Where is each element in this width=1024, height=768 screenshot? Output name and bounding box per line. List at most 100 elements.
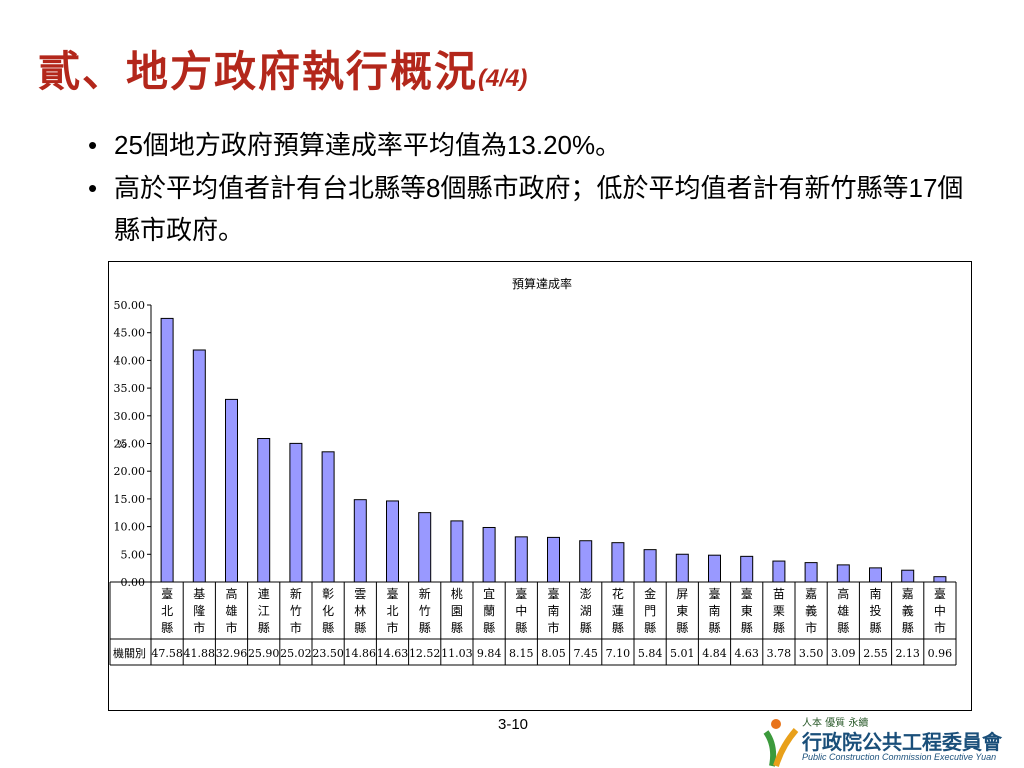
data-value-label: 4.84 bbox=[702, 647, 727, 660]
bar-chart: 預算達成率%0.005.0010.0015.0020.0025.0030.003… bbox=[109, 276, 957, 666]
y-tick-label: 5.00 bbox=[121, 548, 146, 561]
x-category-label: 金門縣 bbox=[644, 586, 656, 635]
bar bbox=[611, 542, 625, 583]
x-category-label: 嘉義縣 bbox=[902, 587, 914, 635]
bar bbox=[321, 451, 335, 583]
data-value-label: 11.03 bbox=[441, 647, 473, 660]
y-tick-label: 35.00 bbox=[114, 382, 146, 395]
pcc-logo-icon bbox=[763, 719, 799, 767]
x-category-label: 澎湖縣 bbox=[580, 587, 592, 635]
x-category-label: 基隆市 bbox=[193, 587, 205, 635]
data-value-label: 14.63 bbox=[377, 647, 409, 660]
data-value-label: 7.45 bbox=[573, 647, 598, 660]
data-value-label: 7.10 bbox=[606, 647, 631, 660]
bar bbox=[353, 499, 367, 583]
data-value-label: 41.88 bbox=[184, 647, 216, 660]
bar bbox=[643, 549, 657, 583]
bar bbox=[192, 349, 206, 583]
bar bbox=[547, 536, 560, 583]
y-tick-label: 25.00 bbox=[114, 438, 146, 451]
x-category-label: 高雄市 bbox=[225, 586, 237, 635]
bullet-dot-icon: • bbox=[88, 173, 98, 203]
bullet-text: 17 bbox=[908, 173, 938, 203]
x-category-label: 臺南縣 bbox=[708, 586, 720, 635]
logo-name: 行政院公共工程委員會 bbox=[802, 730, 1002, 754]
data-value-label: 9.84 bbox=[477, 647, 502, 660]
y-tick-label: 15.00 bbox=[114, 493, 146, 506]
y-axis-label: % bbox=[117, 440, 127, 451]
bar bbox=[740, 555, 754, 583]
bar bbox=[804, 562, 818, 583]
bullet-text: 個縣市政府；低於平均值者計有新竹縣等 bbox=[440, 174, 909, 204]
x-category-label: 臺北市 bbox=[386, 586, 398, 635]
data-value-label: 2.13 bbox=[895, 647, 920, 660]
x-category-label: 臺中縣 bbox=[515, 586, 527, 635]
data-value-label: 14.86 bbox=[345, 647, 377, 660]
data-value-label: 3.50 bbox=[799, 647, 824, 660]
logo-slogan: 人本 優質 永續 bbox=[802, 718, 869, 729]
x-category-label: 彰化縣 bbox=[322, 586, 334, 635]
logo-english-name: Public Construction Commission Executive… bbox=[802, 752, 997, 762]
bar bbox=[289, 442, 303, 583]
bullet-dot-icon: • bbox=[88, 130, 98, 160]
x-category-label: 臺東縣 bbox=[741, 586, 753, 635]
bar bbox=[418, 512, 432, 583]
bar bbox=[482, 526, 496, 583]
x-category-label: 臺南市 bbox=[547, 586, 559, 635]
data-value-label: 25.02 bbox=[280, 647, 312, 660]
bar bbox=[772, 560, 786, 583]
y-tick-label: 10.00 bbox=[114, 521, 146, 534]
data-value-label: 8.05 bbox=[541, 647, 566, 660]
x-category-label: 屏東縣 bbox=[676, 587, 688, 635]
table-row-label: 機關別 bbox=[113, 646, 146, 660]
x-category-label: 嘉義市 bbox=[805, 587, 817, 635]
y-tick-label: 20.00 bbox=[114, 465, 146, 478]
bullet-text: 13.20% bbox=[506, 130, 596, 160]
x-category-label: 臺中市 bbox=[934, 586, 946, 635]
chart-title: 預算達成率 bbox=[512, 276, 572, 291]
bullet-item: • 高於平均值者計有台北縣等8個縣市政府；低於平均值者計有新竹縣等17個縣市政府。 bbox=[88, 167, 968, 252]
bar bbox=[160, 317, 174, 583]
bullet-list: • 25個地方政府預算達成率平均值為13.20%。 • 高於平均值者計有台北縣等8個縣… bbox=[88, 124, 968, 252]
data-value-label: 2.55 bbox=[863, 647, 888, 660]
bar bbox=[514, 536, 528, 583]
bullet-text: 8 bbox=[426, 173, 441, 203]
x-category-label: 花蓮縣 bbox=[612, 586, 624, 635]
page-number: 3-10 bbox=[498, 716, 529, 733]
bar bbox=[386, 500, 399, 583]
data-value-label: 23.50 bbox=[312, 647, 344, 660]
y-tick-label: 40.00 bbox=[114, 354, 146, 367]
y-tick-label: 50.00 bbox=[114, 299, 146, 312]
slide-title: 貳、地方政府執行概況(4/4) bbox=[38, 38, 527, 99]
x-category-label: 雲林縣 bbox=[354, 587, 366, 635]
data-value-label: 3.78 bbox=[767, 647, 792, 660]
x-category-label: 連江縣 bbox=[258, 587, 270, 635]
x-category-label: 臺北縣 bbox=[161, 586, 173, 635]
bar bbox=[836, 564, 850, 583]
x-category-label: 高雄縣 bbox=[837, 586, 849, 635]
bar bbox=[225, 398, 238, 583]
bar bbox=[869, 567, 882, 583]
chart-frame: 預算達成率% 0.00 5.00 10.00 15.00 20.00 25.00 30.00 3… bbox=[108, 261, 972, 711]
bullet-item: • 25個地方政府預算達成率平均值為13.20%。 bbox=[88, 124, 968, 167]
pcc-logo: 人本 優質 永續 行政院公共工程委員會 Public Construction … bbox=[760, 712, 1024, 768]
data-value-label: 3.09 bbox=[831, 647, 856, 660]
x-category-label: 南投縣 bbox=[869, 586, 881, 635]
bullet-text: 個縣市政府。 bbox=[114, 174, 964, 246]
data-value-label: 8.15 bbox=[509, 647, 534, 660]
data-value-label: 5.84 bbox=[638, 647, 663, 660]
y-tick-label: 30.00 bbox=[114, 410, 146, 423]
data-value-label: 0.96 bbox=[928, 647, 953, 660]
bar bbox=[579, 540, 593, 583]
x-category-label: 苗栗縣 bbox=[773, 587, 785, 635]
x-category-label: 桃園縣 bbox=[451, 586, 463, 635]
bullet-text: 高於平均值者計有台北縣等 bbox=[114, 174, 427, 204]
slide-title-suffix: (4/4) bbox=[478, 65, 528, 92]
bullet-text: 。 bbox=[595, 131, 622, 161]
data-value-label: 4.63 bbox=[734, 647, 759, 660]
bar bbox=[257, 438, 271, 583]
bar bbox=[901, 569, 915, 583]
data-value-label: 32.96 bbox=[216, 647, 248, 660]
bullet-text: 個地方政府預算達成率平均值為 bbox=[142, 131, 507, 161]
data-value-label: 5.01 bbox=[670, 647, 695, 660]
